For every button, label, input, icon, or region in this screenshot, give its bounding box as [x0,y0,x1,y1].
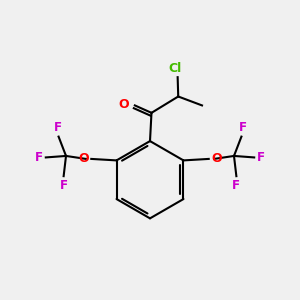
Text: F: F [53,121,62,134]
Text: O: O [118,98,129,111]
Text: F: F [257,151,265,164]
Text: Cl: Cl [169,62,182,75]
Text: O: O [78,152,89,165]
Text: F: F [60,179,68,192]
Text: O: O [211,152,222,165]
Text: F: F [238,121,247,134]
Text: F: F [232,179,240,192]
Text: F: F [35,151,43,164]
